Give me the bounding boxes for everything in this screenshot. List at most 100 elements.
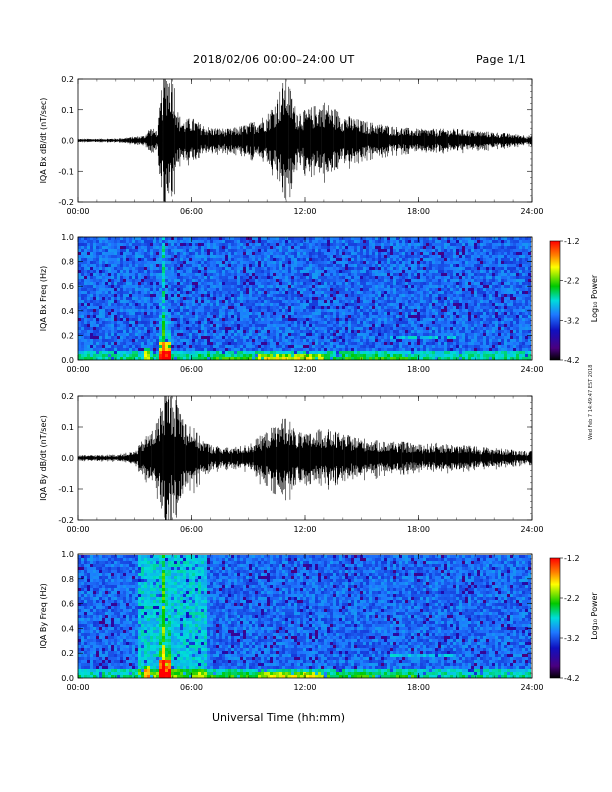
x-tick-label: 12:00: [293, 207, 316, 216]
heatmap-cell: [414, 297, 417, 300]
heatmap-cell: [300, 324, 303, 327]
heatmap-cell: [135, 255, 138, 258]
heatmap-cell: [204, 348, 207, 351]
heatmap-cell: [429, 285, 432, 288]
heatmap-cell: [396, 309, 399, 312]
heatmap-cell: [348, 294, 351, 297]
heatmap-cell: [150, 249, 153, 252]
heatmap-cell: [87, 246, 90, 249]
heatmap-cell: [369, 306, 372, 309]
heatmap-cell: [396, 288, 399, 291]
heatmap-cell: [201, 246, 204, 249]
heatmap-cell: [291, 354, 294, 357]
heatmap-cell: [96, 270, 99, 273]
heatmap-cell: [354, 351, 357, 354]
heatmap-cell: [204, 291, 207, 294]
heatmap-cell: [120, 303, 123, 306]
heatmap-cell: [369, 237, 372, 240]
heatmap-cell: [201, 255, 204, 258]
heatmap-cell: [96, 354, 99, 357]
heatmap-cell: [312, 279, 315, 282]
heatmap-cell: [294, 297, 297, 300]
heatmap-cell: [375, 345, 378, 348]
heatmap-cell: [174, 282, 177, 285]
heatmap-cell: [336, 300, 339, 303]
heatmap-cell: [138, 357, 141, 360]
heatmap-cell: [369, 324, 372, 327]
heatmap-cell: [399, 294, 402, 297]
heatmap-cell: [360, 357, 363, 360]
heatmap-cell: [123, 300, 126, 303]
heatmap-cell: [249, 324, 252, 327]
heatmap-cell: [420, 246, 423, 249]
heatmap-cell: [192, 327, 195, 330]
heatmap-cell: [123, 276, 126, 279]
heatmap-cell: [264, 339, 267, 342]
heatmap-cell: [270, 264, 273, 267]
heatmap-cell: [84, 258, 87, 261]
heatmap-cell: [132, 303, 135, 306]
heatmap-cell: [312, 267, 315, 270]
heatmap-cell: [399, 267, 402, 270]
heatmap-cell: [342, 345, 345, 348]
heatmap-cell: [174, 300, 177, 303]
heatmap-cell: [249, 288, 252, 291]
heatmap-cell: [429, 339, 432, 342]
heatmap-cell: [123, 324, 126, 327]
heatmap-cell: [279, 297, 282, 300]
heatmap-cell: [312, 357, 315, 360]
heatmap-cell: [150, 270, 153, 273]
heatmap-cell: [126, 288, 129, 291]
heatmap-cell: [192, 324, 195, 327]
heatmap-cell: [339, 270, 342, 273]
heatmap-cell: [372, 348, 375, 351]
heatmap-cell: [138, 345, 141, 348]
heatmap-cell: [186, 351, 189, 354]
heatmap-cell: [159, 297, 162, 300]
heatmap-cell: [201, 348, 204, 351]
heatmap-cell: [213, 261, 216, 264]
heatmap-cell: [339, 240, 342, 243]
heatmap-cell: [267, 252, 270, 255]
heatmap-cell: [192, 255, 195, 258]
heatmap-cell: [432, 264, 435, 267]
heatmap-cell: [390, 318, 393, 321]
heatmap-cell: [294, 300, 297, 303]
heatmap-cell: [264, 348, 267, 351]
heatmap-cell: [408, 267, 411, 270]
heatmap-cell: [198, 243, 201, 246]
heatmap-cell: [432, 315, 435, 318]
heatmap-cell: [330, 294, 333, 297]
heatmap-cell: [261, 306, 264, 309]
heatmap-cell: [345, 321, 348, 324]
heatmap-cell: [342, 270, 345, 273]
heatmap-cell: [339, 345, 342, 348]
heatmap-cell: [249, 354, 252, 357]
heatmap-cell: [366, 267, 369, 270]
heatmap-cell: [264, 297, 267, 300]
heatmap-cell: [435, 336, 438, 339]
heatmap-cell: [111, 240, 114, 243]
heatmap-cell: [327, 282, 330, 285]
heatmap-cell: [255, 333, 258, 336]
heatmap-cell: [117, 327, 120, 330]
heatmap-cell: [285, 342, 288, 345]
heatmap-cell: [183, 297, 186, 300]
heatmap-cell: [375, 294, 378, 297]
heatmap-cell: [240, 342, 243, 345]
heatmap-cell: [186, 258, 189, 261]
heatmap-cell: [387, 267, 390, 270]
heatmap-cell: [237, 249, 240, 252]
heatmap-cell: [276, 288, 279, 291]
heatmap-cell: [168, 258, 171, 261]
heatmap-cell: [252, 333, 255, 336]
heatmap-cell: [246, 264, 249, 267]
heatmap-cell: [402, 243, 405, 246]
heatmap-cell: [360, 282, 363, 285]
heatmap-cell: [117, 342, 120, 345]
heatmap-cell: [216, 279, 219, 282]
heatmap-cell: [312, 243, 315, 246]
heatmap-cell: [144, 261, 147, 264]
heatmap-cell: [120, 270, 123, 273]
heatmap-cell: [348, 246, 351, 249]
